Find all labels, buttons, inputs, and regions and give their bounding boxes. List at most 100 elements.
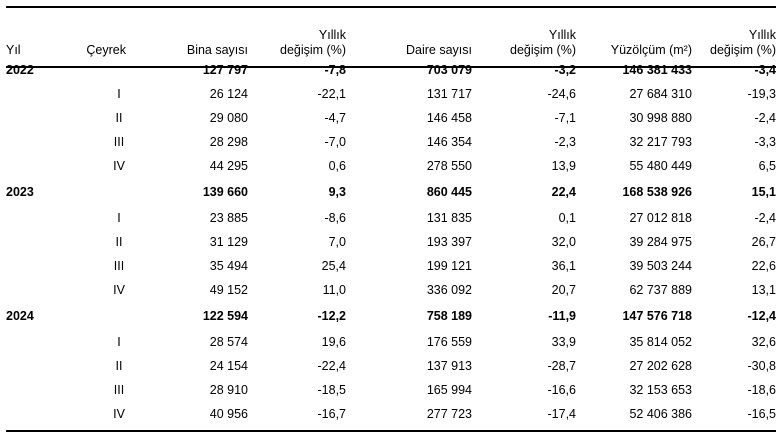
cell-buildings: 28 910 bbox=[209, 383, 248, 397]
cell-dwellings: 758 189 bbox=[426, 309, 472, 323]
cell-buildings: 23 885 bbox=[209, 211, 248, 225]
cell-dwellings: 193 397 bbox=[426, 235, 472, 249]
cell-area-change: -3,4 bbox=[754, 63, 776, 77]
cell-buildings: 44 295 bbox=[209, 159, 248, 173]
cell-buildings: 31 129 bbox=[209, 235, 248, 249]
cell-year bbox=[6, 230, 76, 254]
cell-dwellings-change: 36,1 bbox=[551, 259, 576, 273]
cell-buildings-change: 19,6 bbox=[321, 335, 346, 349]
cell-quarter: IV bbox=[113, 283, 125, 297]
cell-area-change: -12,4 bbox=[747, 309, 777, 323]
cell-dwellings: 703 079 bbox=[426, 63, 472, 77]
table-row-quarter: II 31 129 7,0 193 397 32,0 39 284 975 26,7 bbox=[6, 230, 776, 254]
cell-buildings-change: -7,8 bbox=[324, 63, 346, 77]
cell-buildings: 28 574 bbox=[209, 335, 248, 349]
cell-area-change: 13,1 bbox=[751, 283, 776, 297]
cell-area: 39 284 975 bbox=[629, 235, 692, 249]
table-row-quarter: III 28 910 -18,5 165 994 -16,6 32 153 653 -18,… bbox=[6, 378, 776, 402]
cell-area-change: -30,8 bbox=[747, 359, 777, 373]
table-row-quarter: IV 44 295 0,6 278 550 13,9 55 480 449 6,5 bbox=[6, 154, 776, 178]
cell-area: 35 814 052 bbox=[629, 335, 692, 349]
cell-dwellings-change: -7,1 bbox=[554, 111, 576, 125]
cell-area: 52 406 386 bbox=[629, 407, 692, 421]
header-area-change: Yıllık değişim (%) bbox=[692, 10, 776, 58]
cell-dwellings-change: -17,4 bbox=[547, 407, 577, 421]
cell-area: 27 012 818 bbox=[629, 211, 692, 225]
cell-quarter: III bbox=[113, 135, 125, 149]
cell-buildings-change: 9,3 bbox=[328, 185, 346, 199]
cell-area: 39 503 244 bbox=[629, 259, 692, 273]
cell-area: 168 538 926 bbox=[622, 185, 692, 199]
housing-statistics-table: Yıl Çeyrek Bina sayısı Yıllık değişim (%… bbox=[6, 10, 776, 426]
cell-buildings: 29 080 bbox=[209, 111, 248, 125]
cell-dwellings-change: 13,9 bbox=[551, 159, 576, 173]
cell-buildings-change: -22,4 bbox=[317, 359, 347, 373]
cell-year bbox=[6, 330, 76, 354]
cell-buildings-change: -18,5 bbox=[317, 383, 347, 397]
cell-dwellings: 860 445 bbox=[426, 185, 472, 199]
cell-area-change: 15,1 bbox=[751, 185, 776, 199]
table-row-quarter: II 29 080 -4,7 146 458 -7,1 30 998 880 -2,4 bbox=[6, 106, 776, 130]
cell-area: 55 480 449 bbox=[629, 159, 692, 173]
cell-area-change: 26,7 bbox=[751, 235, 776, 249]
cell-dwellings-change: 32,0 bbox=[551, 235, 576, 249]
header-row: Yıl Çeyrek Bina sayısı Yıllık değişim (%… bbox=[6, 10, 776, 58]
cell-area-change: -2,4 bbox=[754, 111, 776, 125]
header-rule bbox=[6, 66, 776, 68]
cell-area: 27 202 628 bbox=[629, 359, 692, 373]
table-row-quarter: III 28 298 -7,0 146 354 -2,3 32 217 793 -3,3 bbox=[6, 130, 776, 154]
cell-year bbox=[6, 106, 76, 130]
cell-buildings: 24 154 bbox=[209, 359, 248, 373]
cell-buildings-change: 0,6 bbox=[328, 159, 346, 173]
cell-dwellings-change: -16,6 bbox=[547, 383, 577, 397]
cell-area: 27 684 310 bbox=[629, 87, 692, 101]
cell-year bbox=[6, 130, 76, 154]
table-row-year: 2023 139 660 9,3 860 445 22,4 168 538 926 15,1 bbox=[6, 178, 776, 206]
cell-area: 30 998 880 bbox=[629, 111, 692, 125]
cell-year bbox=[6, 82, 76, 106]
cell-buildings: 35 494 bbox=[209, 259, 248, 273]
header-buildings-change: Yıllık değişim (%) bbox=[248, 10, 346, 58]
cell-buildings: 127 797 bbox=[202, 63, 248, 77]
cell-year: 2024 bbox=[6, 309, 34, 323]
cell-year bbox=[6, 278, 76, 302]
cell-dwellings-change: -24,6 bbox=[547, 87, 577, 101]
cell-buildings-change: 25,4 bbox=[321, 259, 346, 273]
header-area-change-line1: Yıllık bbox=[748, 28, 776, 42]
cell-quarter: II bbox=[115, 235, 123, 249]
cell-buildings-change: -22,1 bbox=[317, 87, 347, 101]
cell-dwellings-change: -11,9 bbox=[548, 309, 576, 323]
table-row-quarter: IV 49 152 11,0 336 092 20,7 62 737 889 13,1 bbox=[6, 278, 776, 302]
cell-buildings-change: -7,0 bbox=[324, 135, 346, 149]
cell-dwellings: 146 354 bbox=[426, 135, 472, 149]
cell-buildings-change: -16,7 bbox=[317, 407, 347, 421]
cell-quarter: II bbox=[115, 359, 123, 373]
cell-dwellings-change: 22,4 bbox=[551, 185, 576, 199]
header-dwellings-change-line2: değişim (%) bbox=[510, 43, 576, 57]
cell-dwellings: 137 913 bbox=[426, 359, 472, 373]
cell-quarter: I bbox=[117, 87, 121, 101]
cell-quarter bbox=[76, 178, 126, 206]
cell-buildings: 40 956 bbox=[209, 407, 248, 421]
cell-buildings-change: -12,2 bbox=[317, 309, 347, 323]
cell-year bbox=[6, 378, 76, 402]
cell-quarter: III bbox=[113, 259, 125, 273]
cell-quarter: II bbox=[115, 111, 123, 125]
cell-quarter: IV bbox=[113, 159, 125, 173]
cell-quarter: III bbox=[113, 383, 125, 397]
cell-area-change: -16,5 bbox=[747, 407, 777, 421]
table-row-quarter: II 24 154 -22,4 137 913 -28,7 27 202 628 -30,8 bbox=[6, 354, 776, 378]
cell-dwellings: 199 121 bbox=[426, 259, 472, 273]
cell-dwellings-change: -3,2 bbox=[554, 63, 576, 77]
header-area-change-line2: değişim (%) bbox=[710, 43, 776, 57]
header-buildings-change-line2: değişim (%) bbox=[280, 43, 346, 57]
header-buildings-change-line1: Yıllık bbox=[318, 28, 346, 42]
header-quarter: Çeyrek bbox=[86, 43, 126, 57]
cell-quarter bbox=[76, 58, 126, 82]
cell-area-change: 22,6 bbox=[751, 259, 776, 273]
cell-year bbox=[6, 206, 76, 230]
cell-dwellings-change: 33,9 bbox=[551, 335, 576, 349]
table-row-year: 2022 127 797 -7,8 703 079 -3,2 146 381 433 -3,… bbox=[6, 58, 776, 82]
cell-buildings: 122 594 bbox=[202, 309, 248, 323]
cell-dwellings-change: 0,1 bbox=[558, 211, 576, 225]
